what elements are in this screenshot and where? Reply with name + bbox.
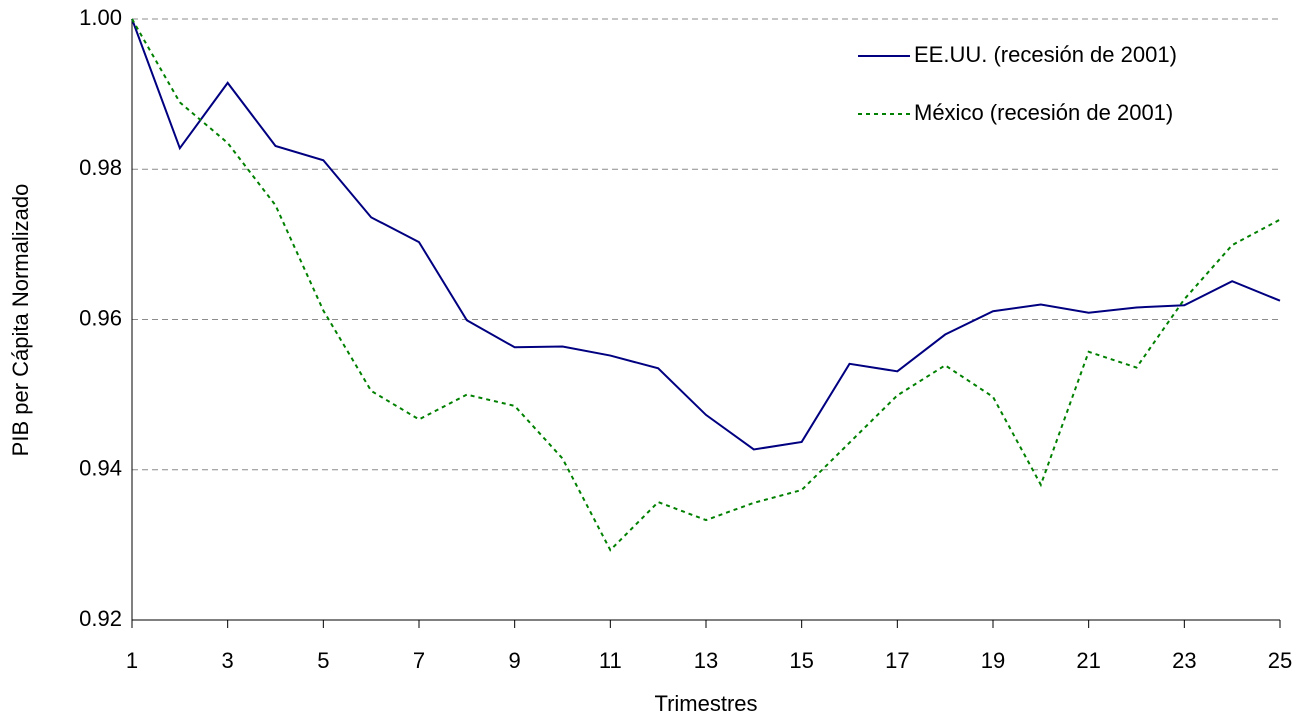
y-tick-label: 0.98	[79, 155, 122, 180]
x-tick-label: 1	[126, 648, 138, 673]
x-tick-label: 11	[599, 648, 622, 673]
x-tick-label: 19	[981, 648, 1005, 673]
x-tick-label: 5	[317, 648, 329, 673]
y-axis-label: PIB per Cápita Normalizado	[8, 184, 33, 457]
x-tick-label: 23	[1172, 648, 1196, 673]
x-axis-label: Trimestres	[654, 691, 757, 716]
series-line	[131, 18, 1281, 552]
y-tick-label: 1.00	[79, 5, 122, 30]
x-tick-label: 17	[885, 648, 909, 673]
x-tick-label: 9	[509, 648, 521, 673]
y-tick-label: 0.94	[79, 456, 122, 481]
legend-label: EE.UU. (recesión de 2001)	[914, 42, 1177, 67]
legend-label: México (recesión de 2001)	[914, 100, 1173, 125]
x-tick-label: 15	[789, 648, 813, 673]
x-tick-label: 13	[694, 648, 718, 673]
y-tick-label: 0.92	[79, 606, 122, 631]
x-tick-label: 3	[222, 648, 234, 673]
series-line	[131, 18, 1281, 451]
y-tick-label: 0.96	[79, 305, 122, 330]
x-tick-label: 21	[1076, 648, 1100, 673]
x-tick-label: 7	[413, 648, 425, 673]
x-tick-label: 25	[1268, 648, 1292, 673]
